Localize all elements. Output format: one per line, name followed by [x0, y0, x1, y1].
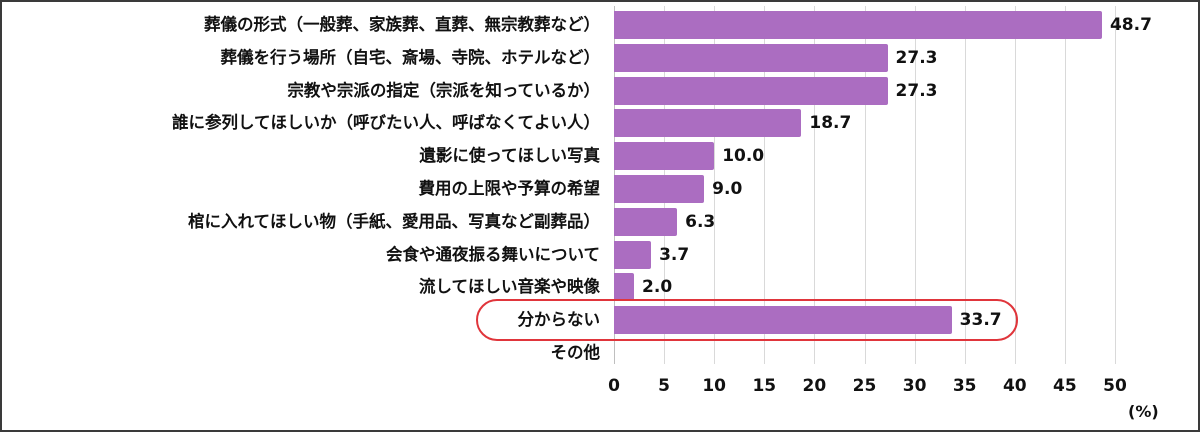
- value-label: 27.3: [895, 47, 938, 68]
- bar: [614, 175, 705, 203]
- category-label: 会食や通夜振る舞いについて: [385, 244, 600, 264]
- x-tick-label: 35: [952, 376, 977, 396]
- value-label: 9.0: [712, 179, 743, 199]
- category-label: 宗教や宗派の指定（宗派を知っているか）: [287, 80, 600, 100]
- bar: [614, 109, 802, 138]
- gridline: [864, 6, 866, 364]
- x-tick-label: 25: [852, 376, 877, 396]
- gridline: [814, 6, 816, 364]
- category-label: 費用の上限や予算の希望: [418, 179, 601, 198]
- bar: [614, 306, 952, 335]
- bar: [614, 207, 678, 236]
- highlight-outline: [476, 299, 1018, 341]
- bar: [614, 43, 888, 72]
- gridline: [914, 6, 916, 364]
- gridline: [1064, 6, 1066, 364]
- value-label: 27.3: [895, 80, 938, 101]
- unit-label: (%): [1128, 402, 1159, 421]
- x-tick-label: 15: [752, 376, 777, 396]
- bar: [614, 76, 888, 105]
- category-label: 棺に入れてほしい物（手紙、愛用品、写真など副葬品）: [187, 211, 600, 231]
- value-label: 3.7: [659, 244, 690, 265]
- plot-area: 48.7 27.3 27.3 18.7 10.0 9.0 6.3 3.7 2.0 33.7: [614, 6, 1152, 364]
- category-label: 葬儀の形式（一般葬、家族葬、直葬、無宗教葬など）: [204, 15, 600, 34]
- category-label: 分からない: [517, 310, 601, 330]
- category-label: 誰に参列してほしいか（呼びたい人、呼ばなくてよい人）: [171, 113, 600, 133]
- x-tick-label: 50: [1103, 376, 1127, 396]
- x-tick-label: 45: [1053, 376, 1077, 396]
- bar: [614, 142, 715, 171]
- category-label: 遺影に使ってほしい写真: [419, 146, 600, 166]
- category-label: その他: [550, 343, 601, 362]
- gridline: [1014, 6, 1016, 364]
- gridline: [964, 6, 966, 364]
- value-label: 33.7: [959, 310, 1002, 331]
- value-label: 6.3: [685, 211, 716, 232]
- value-label: 2.0: [642, 277, 673, 298]
- value-label: 18.7: [809, 113, 852, 134]
- x-tick-label: 30: [902, 376, 927, 396]
- value-label: 10.0: [722, 146, 765, 167]
- x-tick-label: 10: [702, 376, 727, 396]
- value-label: 48.7: [1109, 15, 1152, 35]
- category-label: 流してほしい音楽や映像: [418, 277, 600, 297]
- gridline: [1115, 6, 1116, 364]
- x-tick-label: 5: [658, 376, 671, 396]
- bar: [614, 11, 1102, 39]
- gridline: [714, 6, 716, 364]
- gridline: [764, 6, 766, 364]
- category-label: 葬儀を行う場所（自宅、斎場、寺院、ホテルなど）: [220, 47, 601, 67]
- bar: [614, 240, 652, 269]
- x-tick-label: 20: [802, 376, 827, 396]
- x-tick-label: 40: [1002, 376, 1027, 396]
- bar: [614, 273, 635, 302]
- x-tick-label: 0: [608, 376, 620, 396]
